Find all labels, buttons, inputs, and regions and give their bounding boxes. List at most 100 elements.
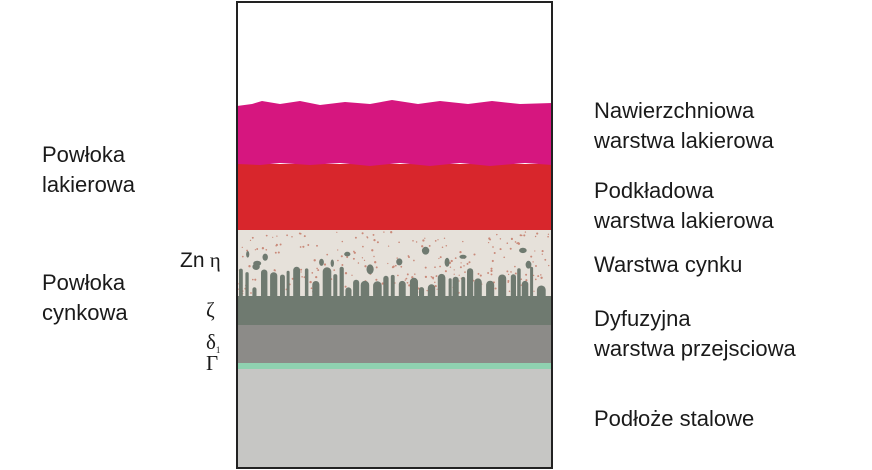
zinc-speckle bbox=[363, 259, 366, 262]
zinc-speckle bbox=[444, 270, 447, 273]
zeta-crystal-fragment bbox=[459, 254, 467, 259]
label-delta-subscript: 1 bbox=[215, 345, 221, 355]
zinc-speckle bbox=[352, 257, 355, 260]
zeta-crystal-fragment bbox=[444, 257, 450, 267]
zeta-crystal-fragment bbox=[252, 263, 260, 271]
zeta-crystal bbox=[245, 272, 249, 300]
zinc-speckle bbox=[434, 284, 437, 288]
zinc-speckle bbox=[459, 266, 462, 269]
zinc-speckle bbox=[246, 249, 249, 252]
zinc-speckle bbox=[316, 244, 318, 247]
zinc-speckle bbox=[541, 253, 543, 255]
zinc-speckle bbox=[532, 274, 535, 277]
zeta-crystal bbox=[312, 281, 320, 300]
zinc-speckle bbox=[536, 232, 539, 235]
zeta-crystal-fragment bbox=[525, 260, 532, 269]
zinc-speckle bbox=[408, 256, 410, 259]
zeta-crystal bbox=[517, 268, 521, 300]
zinc-speckle bbox=[530, 255, 533, 258]
zinc-speckle bbox=[537, 275, 540, 278]
zinc-speckle bbox=[509, 247, 512, 250]
zinc-speckle bbox=[397, 274, 399, 277]
zinc-speckle bbox=[479, 274, 482, 277]
zeta-crystal bbox=[474, 278, 482, 300]
zeta-crystal bbox=[398, 280, 406, 300]
zinc-speckle bbox=[387, 245, 390, 247]
zinc-speckle bbox=[438, 257, 440, 260]
zinc-speckle bbox=[373, 239, 376, 242]
zinc-speckle bbox=[374, 261, 377, 264]
zinc-speckle bbox=[309, 280, 312, 284]
zeta-crystal-fragment bbox=[519, 247, 527, 254]
label-top-coat-line2: warstwa lakierowa bbox=[594, 128, 774, 153]
zinc-speckle bbox=[354, 236, 357, 239]
zinc-speckle bbox=[337, 259, 339, 262]
zeta-crystal bbox=[437, 273, 446, 300]
zinc-speckle bbox=[487, 272, 490, 274]
zeta-crystal bbox=[486, 280, 495, 300]
zinc-speckle bbox=[432, 278, 434, 280]
label-zinc-coating-line1: Powłoka bbox=[42, 270, 126, 295]
zinc-speckle bbox=[443, 237, 446, 239]
zinc-speckle bbox=[301, 276, 303, 278]
zinc-speckle bbox=[437, 239, 439, 241]
zinc-speckle bbox=[491, 259, 494, 263]
zeta-crystal bbox=[339, 266, 344, 300]
zeta-layer bbox=[237, 296, 552, 325]
zinc-speckle bbox=[426, 289, 428, 292]
zinc-speckle bbox=[364, 265, 367, 268]
zinc-speckle bbox=[424, 275, 428, 279]
zinc-speckle bbox=[412, 240, 414, 242]
zinc-speckle bbox=[510, 271, 512, 273]
zinc-speckle bbox=[398, 241, 400, 244]
zinc-speckle bbox=[507, 281, 509, 284]
zinc-speckle bbox=[428, 244, 431, 247]
zinc-speckle bbox=[431, 276, 435, 279]
zeta-crystal bbox=[270, 272, 278, 300]
zinc-speckle bbox=[307, 244, 310, 246]
zinc-speckle bbox=[503, 256, 506, 259]
zinc-speckle bbox=[453, 273, 455, 275]
zinc-speckle bbox=[372, 233, 375, 236]
zinc-speckle bbox=[464, 271, 466, 273]
zinc-speckle bbox=[514, 272, 517, 275]
zinc-speckle bbox=[523, 234, 526, 237]
zinc-speckle bbox=[516, 242, 519, 245]
label-primer-coat-line1: Podkładowa bbox=[594, 178, 714, 203]
label-zinc-layer-line1: Warstwa cynku bbox=[594, 252, 743, 277]
zinc-speckle bbox=[361, 232, 364, 235]
zinc-speckle bbox=[275, 244, 278, 247]
zinc-speckle bbox=[507, 273, 510, 276]
label-top-coat-line1: Nawierzchniowa bbox=[594, 98, 755, 123]
zinc-speckle bbox=[311, 272, 314, 274]
zinc-speckle bbox=[525, 279, 528, 282]
zinc-speckle bbox=[534, 278, 537, 281]
zinc-speckle bbox=[439, 265, 441, 268]
zinc-speckle bbox=[460, 262, 462, 264]
zinc-speckle bbox=[494, 287, 497, 290]
zeta-crystal-fragment bbox=[344, 251, 351, 257]
zinc-speckle bbox=[499, 238, 502, 240]
zinc-speckle bbox=[493, 251, 496, 255]
zeta-crystal-fragment bbox=[396, 258, 403, 266]
zeta-crystal-fragment bbox=[421, 246, 430, 255]
label-diffusion-layer-line2: warstwa przejsciowa bbox=[594, 336, 796, 361]
zinc-speckle bbox=[463, 265, 465, 267]
zinc-speckle bbox=[391, 266, 394, 269]
zinc-speckle bbox=[514, 265, 516, 268]
zinc-speckle bbox=[362, 245, 364, 248]
zinc-speckle bbox=[265, 234, 268, 237]
zeta-crystals bbox=[239, 246, 546, 300]
zinc-speckle bbox=[408, 284, 411, 287]
zeta-crystal bbox=[333, 274, 338, 300]
label-zinc-coating: Powłoka cynkowa bbox=[42, 268, 128, 328]
zinc-speckle bbox=[256, 248, 259, 250]
primer-coat-layer bbox=[237, 164, 552, 230]
zinc-speckle bbox=[540, 274, 542, 276]
zinc-speckle bbox=[376, 241, 379, 244]
zinc-speckle bbox=[300, 271, 302, 273]
zeta-crystal bbox=[467, 268, 474, 300]
zeta-crystal bbox=[280, 274, 285, 300]
zeta-crystal bbox=[390, 274, 395, 300]
zinc-speckle bbox=[506, 270, 509, 273]
